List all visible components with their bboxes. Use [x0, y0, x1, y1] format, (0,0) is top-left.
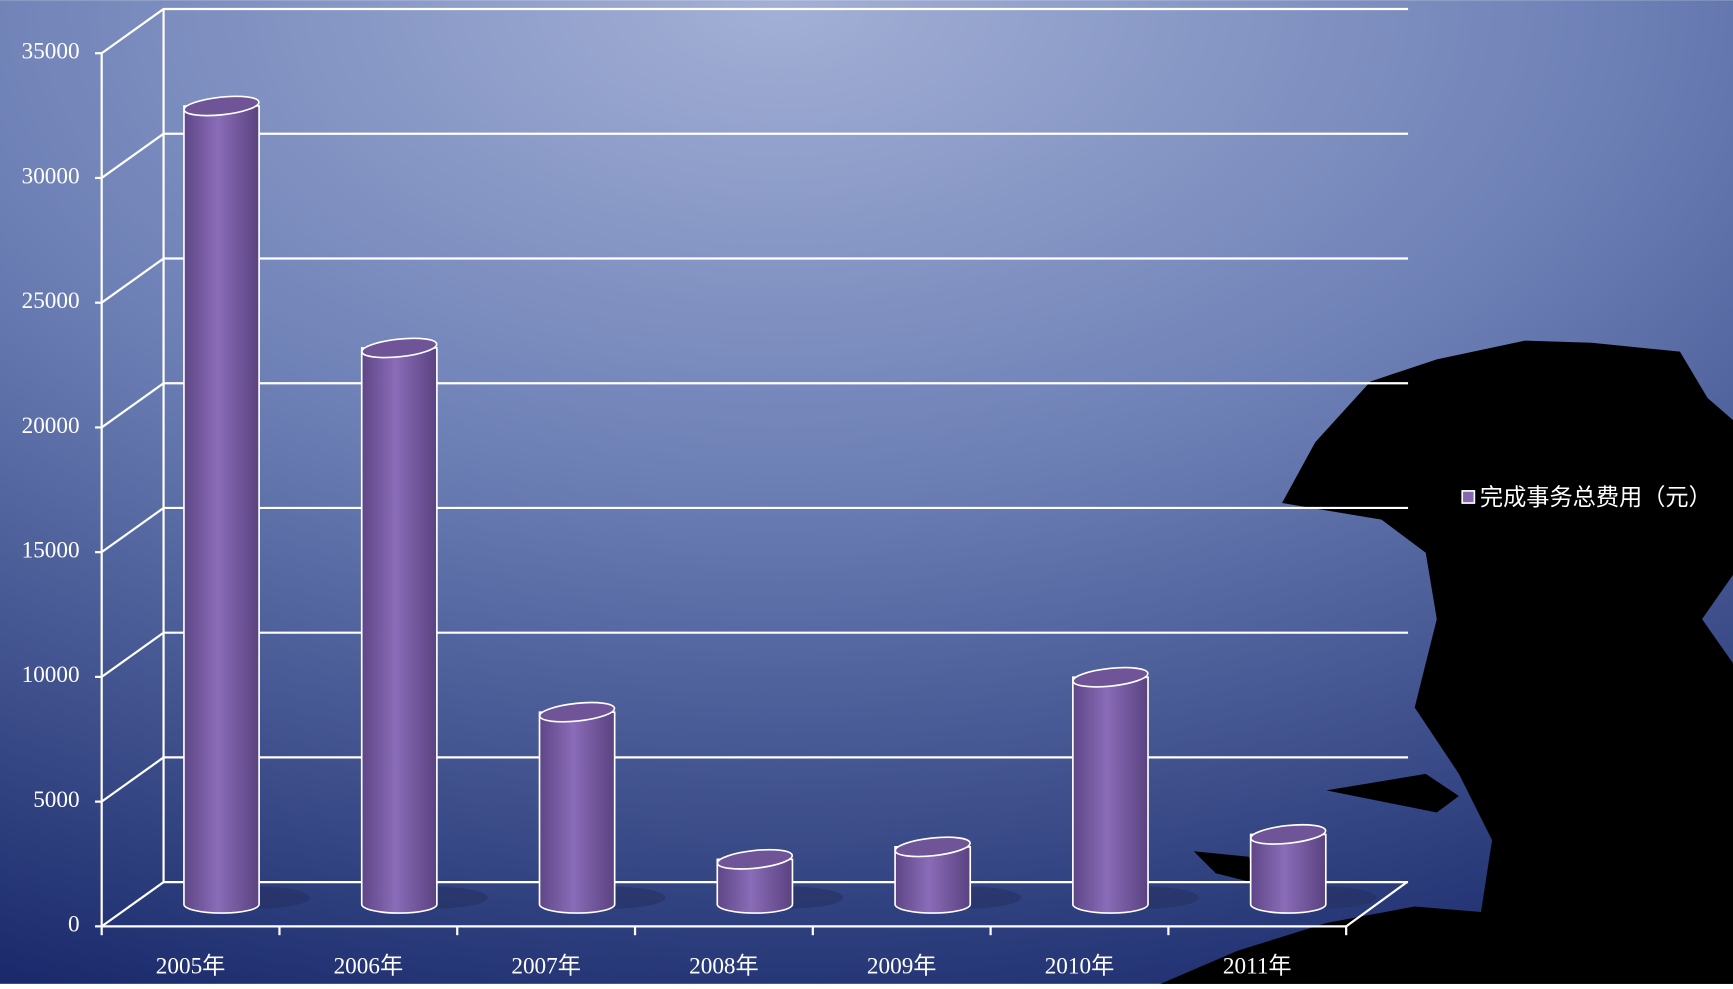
bar: [360, 347, 438, 914]
bar-top: [1072, 666, 1149, 688]
grid-line: [101, 257, 1409, 304]
y-tick-label: 25000: [22, 288, 80, 314]
x-tick-label: 2010年: [1045, 954, 1115, 980]
bar-top: [538, 701, 616, 723]
grid-line: [101, 756, 1409, 803]
bar-top: [1250, 823, 1327, 845]
y-tick-label: 0: [68, 912, 80, 938]
y-tick-label: 30000: [22, 163, 80, 189]
bar-top: [183, 95, 260, 117]
legend-label: 完成事务总费用（元）: [1480, 485, 1712, 511]
bar-top: [894, 836, 971, 858]
grid-line: [101, 382, 1409, 429]
x-tick-label: 2011年: [1223, 954, 1292, 980]
x-tick-label: 2007年: [511, 954, 581, 980]
bar: [538, 711, 616, 914]
bar: [894, 846, 972, 914]
x-tick-label: 2005年: [156, 954, 226, 980]
bar: [183, 105, 260, 914]
bar: [1249, 833, 1327, 914]
bar: [716, 858, 794, 914]
grid-line: [101, 631, 1409, 678]
grid-line: [101, 7, 1409, 55]
y-tick-label: 20000: [22, 413, 80, 439]
bar: [1072, 676, 1149, 914]
x-tick-label: 2006年: [334, 954, 404, 980]
bar-top: [716, 848, 794, 870]
y-tick-label: 5000: [33, 787, 79, 813]
legend-swatch: [1461, 490, 1476, 504]
x-tick-label: 2008年: [689, 954, 759, 980]
grid-line: [101, 132, 1409, 179]
y-tick-label: 35000: [22, 39, 80, 65]
grid-line: [101, 506, 1409, 554]
x-tick-label: 2009年: [867, 954, 937, 980]
y-tick-label: 10000: [22, 662, 80, 688]
y-tick-label: 15000: [22, 537, 80, 563]
tree-silhouette: [1160, 340, 1733, 984]
grid-line: [101, 881, 1409, 928]
bar-top: [361, 337, 438, 359]
